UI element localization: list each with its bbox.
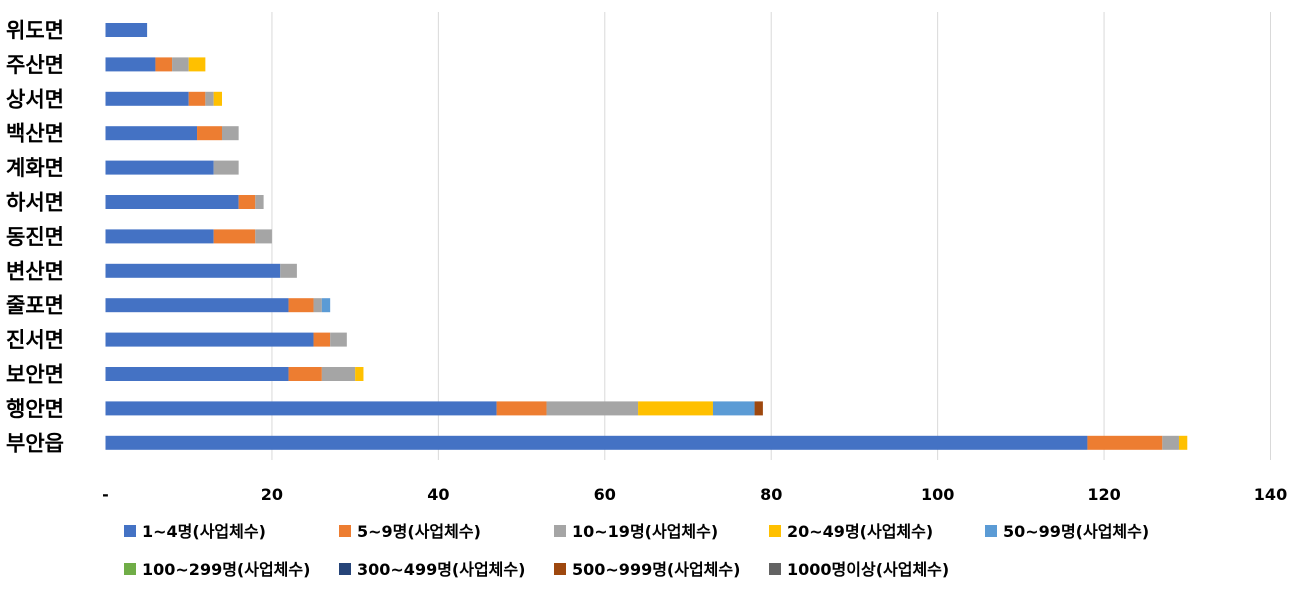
bar-segment	[105, 298, 289, 313]
bar-segment	[496, 401, 547, 416]
category-label: 하서면	[6, 191, 64, 215]
bar-segment	[105, 229, 214, 244]
legend-item: 5~9명(사업체수)	[339, 522, 481, 541]
bar-segment	[321, 367, 356, 381]
bar-segment	[213, 91, 222, 106]
legend-swatch	[124, 525, 136, 537]
bar-segment	[288, 298, 314, 313]
bar-segment	[712, 401, 755, 416]
legend-swatch	[554, 525, 566, 537]
x-tick-label: -	[102, 485, 109, 504]
bar-segment	[105, 263, 281, 278]
bar-segment	[105, 57, 156, 72]
category-label: 동진면	[6, 225, 64, 249]
x-tick-label: 20	[261, 485, 283, 504]
x-tick-label: 80	[760, 485, 782, 504]
legend: 1~4명(사업체수) 5~9명(사업체수) 10~19명(사업체수) 20~49명(사…	[124, 522, 1149, 579]
x-tick-label: 120	[1087, 485, 1120, 504]
legend-label: 300~499명(사업체수)	[357, 560, 525, 579]
legend-swatch	[554, 563, 566, 575]
grid-lines	[271, 12, 1271, 460]
category-label: 부안읍	[6, 431, 64, 455]
bar-segment	[313, 298, 322, 313]
legend-label: 1000명이상(사업체수)	[787, 560, 949, 579]
bar-segment	[313, 332, 331, 347]
bar-segment	[105, 91, 189, 106]
category-label: 계화면	[6, 156, 64, 180]
category-label: 위도면	[6, 19, 64, 43]
legend-swatch	[985, 525, 997, 537]
bar-segment	[172, 57, 189, 72]
bar-segment	[754, 401, 763, 416]
legend-swatch	[339, 563, 351, 575]
bar-segment	[546, 401, 639, 416]
bar-segment	[280, 263, 297, 278]
x-tick-label: 140	[1254, 485, 1287, 504]
legend-swatch	[769, 525, 781, 537]
bar-segment	[205, 91, 214, 106]
bar-segment	[105, 435, 1088, 450]
bar-segment	[197, 126, 222, 141]
x-axis-tick-labels: - 20 40 60 80 100 120 140	[102, 485, 1287, 504]
bar-segment	[213, 160, 239, 175]
bar-segment	[330, 332, 347, 347]
bar-segment	[105, 332, 314, 347]
bar-segment	[255, 195, 264, 209]
bar-segment	[155, 57, 173, 72]
bars	[105, 23, 1188, 450]
legend-item: 300~499명(사업체수)	[339, 560, 525, 579]
bar-segment	[355, 367, 364, 381]
bar-segment	[1162, 435, 1179, 450]
bar-segment	[188, 91, 206, 106]
legend-swatch	[124, 563, 136, 575]
bar-segment	[238, 195, 256, 209]
bar-segment	[1178, 435, 1188, 450]
category-label: 행안면	[6, 397, 64, 421]
legend-label: 100~299명(사업체수)	[142, 560, 310, 579]
legend-item: 10~19명(사업체수)	[554, 522, 718, 541]
legend-label: 50~99명(사업체수)	[1003, 522, 1149, 541]
legend-label: 5~9명(사업체수)	[357, 522, 481, 541]
category-label: 줄포면	[6, 294, 64, 318]
category-label: 백산면	[6, 122, 64, 146]
legend-item: 1~4명(사업체수)	[124, 522, 266, 541]
bar-segment	[105, 401, 497, 416]
x-tick-label: 40	[427, 485, 449, 504]
bar-segment	[1087, 435, 1163, 450]
category-label: 주산면	[6, 53, 64, 77]
legend-label: 1~4명(사업체수)	[142, 522, 266, 541]
category-label: 보안면	[6, 363, 64, 387]
bar-segment	[105, 126, 198, 141]
bar-segment	[105, 195, 239, 209]
bar-segment	[213, 229, 256, 244]
legend-item: 20~49명(사업체수)	[769, 522, 933, 541]
legend-item: 500~999명(사업체수)	[554, 560, 740, 579]
legend-item: 50~99명(사업체수)	[985, 522, 1149, 541]
legend-item: 1000명이상(사업체수)	[769, 560, 949, 579]
bar-segment	[188, 57, 206, 72]
legend-label: 500~999명(사업체수)	[572, 560, 740, 579]
legend-swatch	[339, 525, 351, 537]
bar-segment	[105, 367, 289, 381]
bar-segment	[638, 401, 713, 416]
legend-item: 100~299명(사업체수)	[124, 560, 310, 579]
legend-label: 10~19명(사업체수)	[572, 522, 718, 541]
x-tick-label: 100	[921, 485, 954, 504]
category-label: 변산면	[6, 259, 64, 283]
x-tick-label: 60	[594, 485, 616, 504]
bar-segment	[255, 229, 272, 244]
bar-segment	[321, 298, 331, 313]
legend-swatch	[769, 563, 781, 575]
bar-segment	[288, 367, 322, 381]
bar-segment	[105, 160, 214, 175]
category-label: 상서면	[6, 87, 64, 111]
legend-label: 20~49명(사업체수)	[787, 522, 933, 541]
category-label: 진서면	[6, 328, 64, 352]
bar-segment	[222, 126, 239, 141]
bar-segment	[105, 23, 148, 37]
